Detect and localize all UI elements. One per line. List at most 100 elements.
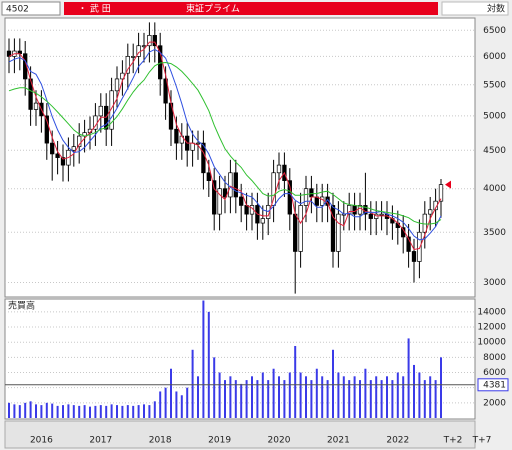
volume-bar — [72, 405, 75, 418]
volume-bar — [386, 376, 388, 418]
candle-body — [212, 180, 217, 215]
title-bar — [64, 2, 438, 15]
volume-bar — [121, 405, 124, 418]
volume-bar — [332, 349, 334, 418]
volume-bar — [369, 380, 372, 418]
volume-bar — [137, 405, 140, 418]
candle-body — [147, 35, 152, 47]
candle-body — [44, 115, 49, 144]
candle-body — [6, 50, 12, 57]
y-tick-label: 3000 — [483, 278, 506, 288]
candle-body — [411, 251, 417, 262]
volume-bar — [380, 380, 383, 418]
y-tick-label: 6500 — [483, 26, 506, 36]
moving-average — [8, 48, 442, 241]
y-tick-label: 2000 — [483, 398, 506, 408]
candle-body — [217, 188, 222, 215]
volume-bar — [418, 372, 421, 418]
candle-body — [352, 205, 357, 215]
volume-bar — [234, 380, 237, 418]
volume-bar — [440, 357, 442, 418]
candle-body — [98, 105, 103, 117]
candle-body — [233, 172, 238, 198]
volume-bar — [99, 405, 102, 418]
current-volume-label: 4381 — [483, 380, 506, 390]
volume-bar — [364, 368, 367, 418]
volume-bar — [89, 406, 91, 418]
candle-body — [158, 45, 163, 80]
volume-bar — [429, 376, 432, 418]
volume-bar — [29, 401, 32, 418]
volume-bar — [78, 405, 81, 418]
code-box — [1, 1, 61, 16]
volume-bar — [423, 380, 426, 418]
candle-body — [77, 135, 82, 148]
volume-bar — [207, 311, 210, 418]
scale-mode: 対数 — [487, 3, 505, 15]
volume-bar — [45, 402, 48, 418]
candle-body — [438, 184, 444, 202]
volume-bar — [18, 405, 21, 418]
candle-body — [368, 213, 373, 219]
candle-body — [71, 146, 76, 151]
candle-body — [114, 78, 120, 92]
volume-bar — [294, 345, 297, 418]
volume-bar — [321, 376, 324, 418]
candle-body — [239, 196, 244, 206]
candle-body — [303, 188, 309, 206]
candle-body — [417, 231, 422, 262]
x-tick-label: 2019 — [208, 436, 231, 446]
y-tick-label: 10000 — [477, 338, 506, 348]
volume-bar — [164, 387, 167, 418]
volume-bar — [94, 405, 97, 418]
y-tick-label: 14000 — [477, 307, 506, 317]
candle-body — [320, 196, 325, 206]
volume-bar — [278, 376, 280, 418]
market: 東証プライム — [186, 3, 240, 15]
last-price-marker — [445, 180, 451, 189]
x-tick-label: T+7 — [472, 436, 492, 446]
volume-bar — [240, 383, 243, 418]
y-tick-label: 6000 — [483, 368, 506, 378]
candle-body — [276, 164, 282, 174]
candle-body — [174, 128, 179, 144]
x-axis — [4, 420, 476, 449]
volume-bar — [251, 376, 253, 418]
volume-bar — [148, 405, 151, 418]
volume-bar — [62, 405, 64, 418]
volume-title: 売買高 — [8, 300, 35, 312]
candle-body — [125, 56, 130, 74]
volume-bar — [391, 380, 394, 418]
moving-average — [8, 61, 442, 225]
candle-body — [379, 213, 384, 216]
volume-bar — [110, 404, 113, 418]
volume-bar — [310, 380, 313, 418]
volume-bar — [83, 405, 86, 418]
volume-bar — [396, 372, 399, 418]
volume-bar — [288, 372, 291, 418]
volume-bar — [56, 405, 59, 418]
volume-bar — [8, 402, 10, 418]
volume-bar — [132, 405, 135, 418]
y-tick-label: 6000 — [483, 52, 506, 62]
volume-bar — [40, 405, 43, 418]
volume-bar — [116, 405, 118, 418]
volume-bar — [229, 376, 232, 418]
volume-bar — [407, 338, 410, 418]
candle-body — [190, 142, 195, 151]
volume-bar — [434, 380, 437, 418]
y-tick-label: 5000 — [483, 111, 506, 121]
candle-body — [422, 213, 427, 233]
y-tick-label: 4000 — [483, 184, 506, 194]
volume-bar — [256, 380, 259, 418]
volume-bar — [283, 380, 286, 418]
candle-body — [309, 188, 314, 198]
volume-bar — [326, 380, 329, 418]
volume-bar — [197, 376, 199, 418]
volume-bar — [413, 364, 415, 418]
stock-code: 4502 — [6, 5, 29, 15]
candle-body — [244, 205, 249, 215]
volume-bar — [359, 380, 361, 418]
volume-bar — [224, 380, 226, 418]
